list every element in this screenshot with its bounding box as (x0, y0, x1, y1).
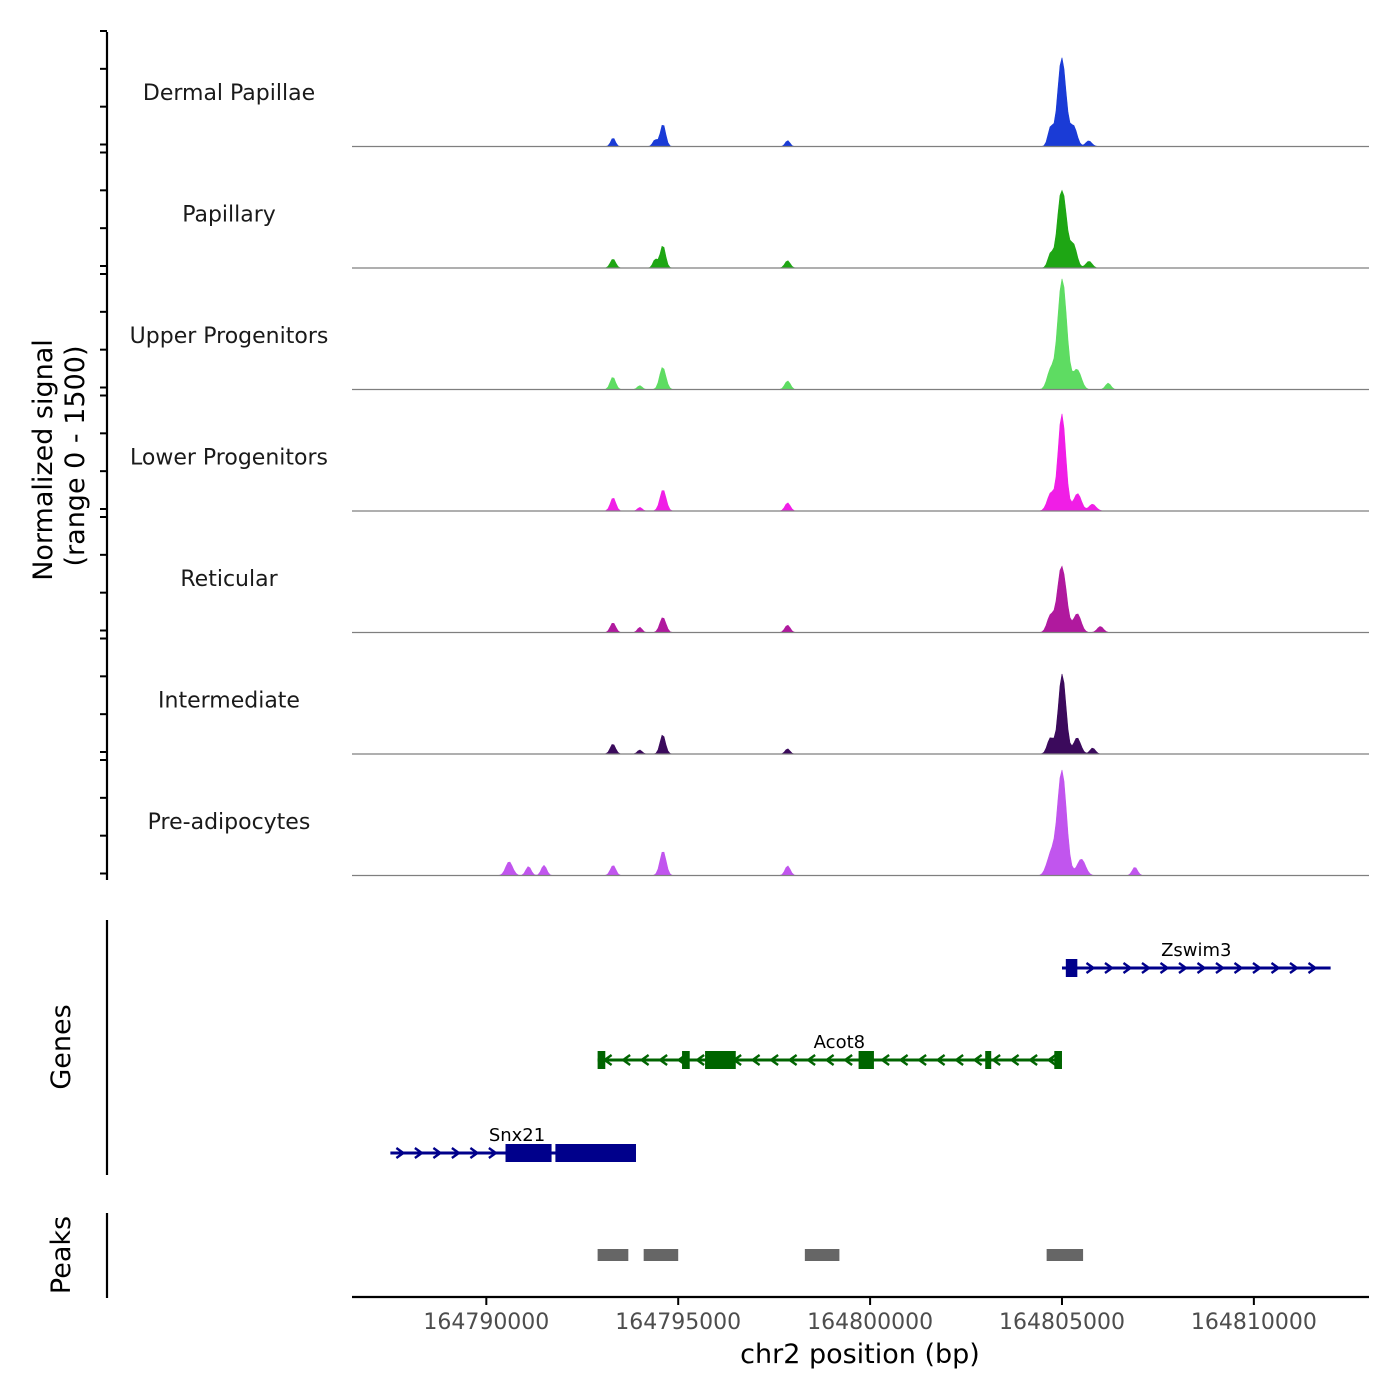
exon (858, 1051, 874, 1069)
track-pre-adipocytes: Pre-adipocytes (148, 769, 1369, 877)
track-label: Pre-adipocytes (148, 810, 311, 835)
strand-chevron (1215, 962, 1226, 974)
gene-name-label: Acot8 (814, 1032, 865, 1053)
y-axis-label-line1: Normalized signal (28, 339, 59, 581)
strand-chevron (1307, 962, 1318, 974)
track-label: Upper Progenitors (130, 324, 329, 349)
strand-chevron (1196, 962, 1207, 974)
track-papillary: Papillary (182, 189, 1369, 269)
strand-chevron (1104, 962, 1115, 974)
track-intermediate: Intermediate (158, 673, 1369, 755)
strand-chevron (1252, 962, 1263, 974)
x-tick-label: 164790000 (423, 1310, 549, 1335)
strand-chevron (935, 1054, 946, 1066)
strand-chevron (1028, 1054, 1038, 1066)
strand-chevron (898, 1054, 909, 1066)
strand-chevron (1046, 1054, 1057, 1066)
exon (705, 1051, 736, 1069)
strand-chevron (1178, 962, 1189, 974)
y-axis-label-line2: (range 0 - 1500) (60, 346, 91, 567)
gene-name-label: Snx21 (489, 1125, 545, 1146)
strand-chevron (750, 1054, 761, 1066)
x-tick-label: 164810000 (1191, 1310, 1317, 1335)
exon (682, 1051, 690, 1069)
track-label: Reticular (180, 567, 278, 592)
x-tick-label: 164795000 (615, 1310, 741, 1335)
track-label: Intermediate (158, 689, 300, 714)
gene-zswim3: Zswim3 (1061, 940, 1331, 977)
strand-chevron (695, 1054, 705, 1066)
strand-chevron (1233, 962, 1244, 974)
x-axis-label: chr2 position (bp) (740, 1339, 980, 1370)
track-label: Lower Progenitors (130, 446, 328, 471)
strand-chevron (1141, 962, 1152, 974)
strand-chevron (769, 1054, 779, 1066)
strand-chevron (414, 1147, 424, 1159)
strand-chevron (1085, 962, 1096, 974)
strand-chevron (954, 1054, 964, 1066)
strand-chevron (972, 1054, 983, 1066)
gene-snx21: Snx21 (390, 1125, 636, 1162)
track-label: Dermal Papillae (143, 81, 315, 106)
strand-chevron (621, 1054, 631, 1066)
exon (1054, 1051, 1062, 1069)
genes-label: Genes (46, 1004, 77, 1089)
strand-chevron (843, 1054, 853, 1066)
exon (597, 1051, 606, 1069)
track-dermal-papillae: Dermal Papillae (143, 57, 1369, 148)
strand-chevron (824, 1054, 835, 1066)
exon (555, 1144, 636, 1162)
coverage-tracks: Dermal Papillae Papillary Upper Progenitor… (130, 57, 1369, 877)
strand-chevron (806, 1054, 816, 1066)
x-tick-label: 164805000 (999, 1310, 1125, 1335)
strand-chevron (1289, 962, 1300, 974)
track-label: Papillary (182, 203, 276, 228)
gene-name-label: Zswim3 (1161, 940, 1231, 961)
strand-chevron (1122, 962, 1133, 974)
strand-chevron (451, 1147, 461, 1159)
track-lower-progenitors: Lower Progenitors (130, 413, 1369, 512)
peaks-label: Peaks (46, 1216, 77, 1294)
exon (985, 1051, 992, 1069)
strand-chevron (1159, 962, 1170, 974)
exon (505, 1144, 552, 1162)
track-reticular: Reticular (180, 565, 1369, 634)
peaks-track (597, 1249, 1084, 1261)
strand-chevron (488, 1147, 498, 1159)
track-upper-progenitors: Upper Progenitors (130, 278, 1369, 391)
gene-annotation-track: Zswim3 Acot8 Snx21 (390, 940, 1331, 1162)
signal-y-ticks (100, 30, 107, 875)
strand-chevron (787, 1054, 798, 1066)
strand-chevron (991, 1054, 1001, 1066)
gene-acot8: Acot8 (597, 1032, 1062, 1069)
strand-chevron (1270, 962, 1281, 974)
strand-chevron (658, 1054, 668, 1066)
peak-region (804, 1249, 840, 1261)
strand-chevron (469, 1147, 480, 1159)
x-tick-label: 164800000 (807, 1310, 933, 1335)
strand-chevron (432, 1147, 443, 1159)
strand-chevron (395, 1147, 406, 1159)
strand-chevron (639, 1054, 650, 1066)
peak-region (597, 1249, 629, 1261)
strand-chevron (1009, 1054, 1020, 1066)
strand-chevron (917, 1054, 927, 1066)
peak-region (643, 1249, 679, 1261)
exon (1065, 959, 1078, 977)
peak-region (1046, 1249, 1084, 1261)
strand-chevron (880, 1054, 890, 1066)
x-axis-ticks: 164790000 164795000 164800000 164805000 1648… (423, 1297, 1317, 1335)
